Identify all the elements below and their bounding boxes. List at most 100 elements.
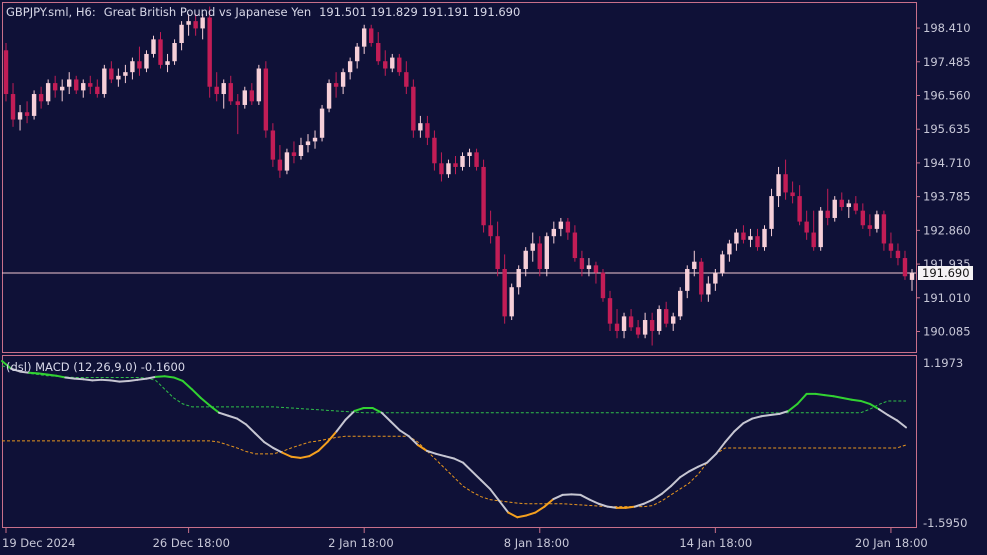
candle-body	[649, 320, 655, 331]
candle	[621, 312, 627, 339]
candle-body	[81, 83, 86, 91]
candle-body	[755, 236, 760, 248]
candle	[109, 61, 114, 84]
candle-body	[24, 112, 30, 116]
candle	[137, 46, 142, 76]
candle	[692, 250, 697, 277]
candle-body	[663, 309, 669, 324]
candle	[291, 141, 297, 164]
candle	[17, 104, 23, 131]
candle	[249, 83, 255, 105]
candle-body	[558, 221, 564, 229]
macd-segment	[281, 451, 293, 458]
candle	[790, 181, 795, 204]
macd-segment	[760, 414, 772, 418]
candle-body	[193, 21, 198, 29]
time-axis: 19 Dec 2024 26 Dec 18:00 2 Jan 18:00 8 Jan …	[2, 528, 928, 550]
candle-body	[383, 61, 388, 69]
macd-segment	[570, 493, 582, 496]
candle-body	[214, 86, 219, 95]
macd-segment	[344, 409, 356, 421]
symbol-label: GBPJPY.sml, H6:	[6, 5, 96, 19]
candle-body	[642, 320, 648, 335]
macd-segment	[733, 422, 745, 433]
candle-body	[158, 39, 163, 65]
candle	[361, 24, 367, 54]
macd-segment	[335, 418, 347, 433]
candle-body	[235, 101, 240, 105]
macd-segment	[507, 511, 519, 519]
candle-body	[67, 79, 72, 87]
candle-body	[17, 112, 23, 120]
candle-body	[530, 243, 535, 251]
candle	[888, 232, 894, 259]
candle	[867, 214, 873, 237]
candle	[123, 64, 128, 84]
macd-segment	[462, 461, 474, 473]
indicator-panel-frame	[2, 355, 917, 528]
macd-segment	[778, 409, 790, 415]
candle-body	[902, 258, 908, 277]
candle-body	[186, 21, 191, 25]
price-panel-frame	[2, 2, 917, 353]
candle-body	[853, 203, 859, 211]
candle	[663, 301, 669, 328]
macd-segment	[217, 411, 229, 417]
candle	[635, 320, 641, 339]
price-tick-label: 195.635	[923, 122, 971, 136]
candle-body	[832, 199, 837, 218]
candle-body	[376, 43, 381, 62]
macd-segment	[724, 430, 736, 444]
candle	[88, 75, 93, 95]
candle-body	[846, 203, 851, 208]
candle	[74, 75, 79, 95]
macd-segment	[706, 452, 718, 464]
candle	[179, 21, 184, 51]
macd-segment	[353, 407, 365, 412]
candle-body	[123, 72, 128, 76]
current-price-badge	[918, 265, 973, 280]
candle	[411, 79, 416, 138]
candle-body	[720, 254, 725, 273]
macd-segment	[697, 461, 709, 468]
macd-segment	[91, 378, 103, 382]
macd-segment	[389, 420, 401, 432]
candle-body	[425, 123, 430, 138]
candle-body	[895, 250, 901, 259]
candle	[678, 287, 683, 321]
candle-body	[361, 28, 367, 47]
candle-body	[102, 68, 107, 95]
candle-body	[586, 265, 592, 269]
price-tick-label: 192.860	[923, 223, 971, 237]
candle-body	[284, 152, 290, 171]
candle-body	[397, 57, 402, 73]
macd-segment	[380, 411, 392, 423]
macd-segment	[660, 485, 672, 495]
macd-segment	[28, 371, 40, 375]
candle-body	[776, 174, 781, 197]
candle	[102, 64, 107, 98]
candle	[656, 305, 662, 335]
candle	[565, 217, 571, 240]
macd-segment	[443, 455, 455, 460]
candle-body	[621, 316, 627, 331]
candle-body	[95, 86, 100, 95]
candle-body	[706, 283, 711, 295]
price-axis: 198.410 197.485 196.560 195.635 194.710 193.7…	[916, 21, 973, 338]
candle	[895, 243, 901, 266]
candle-body	[523, 250, 528, 269]
candle-body	[88, 83, 93, 87]
candle	[453, 155, 458, 175]
current-price-label: 191.690	[922, 266, 970, 280]
macd-segment	[832, 395, 844, 400]
macd-segment	[272, 446, 284, 454]
candle-body	[354, 46, 360, 62]
candle	[38, 86, 44, 109]
macd-segment	[895, 419, 907, 429]
macd-segment	[181, 379, 193, 391]
candle	[762, 225, 767, 251]
candle-body	[790, 192, 795, 197]
candle	[544, 232, 549, 277]
